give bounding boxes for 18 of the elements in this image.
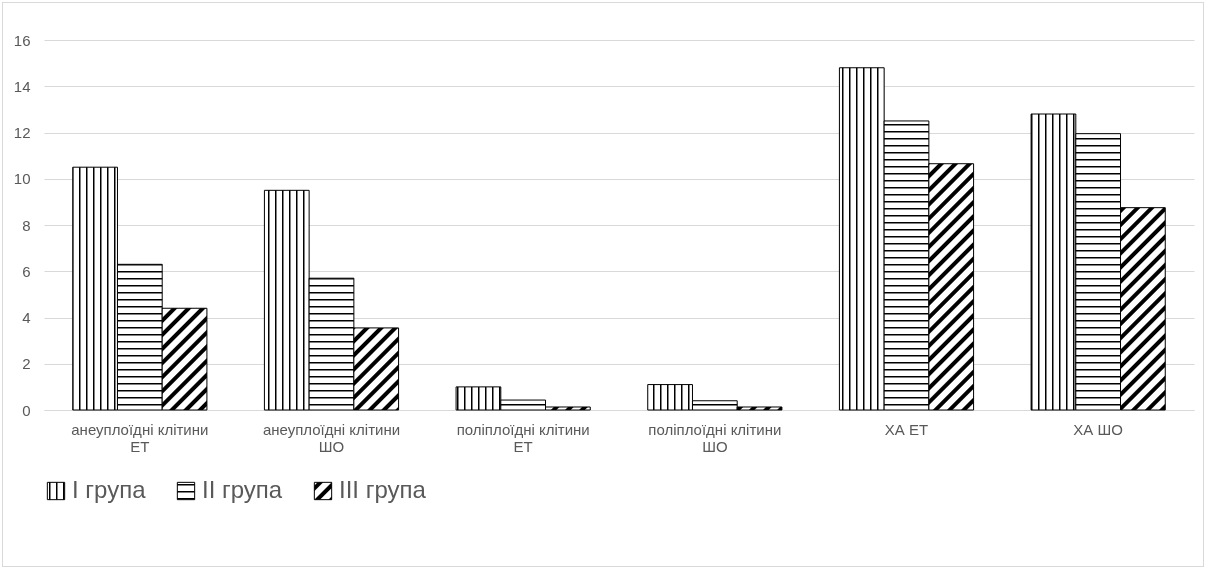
y-tick-label: 2 xyxy=(22,355,31,373)
legend-label: II група xyxy=(202,476,283,503)
x-tick-label: анеуплоїдні клітини ШО xyxy=(262,420,401,455)
x-tick-label: ХА ЕТ xyxy=(884,420,929,438)
y-tick-label: 4 xyxy=(22,309,31,326)
x-tick-label: ХА ШО xyxy=(1073,420,1123,438)
y-tick-label: 8 xyxy=(22,216,31,234)
x-tick-label: поліплоїдні клітини ШО xyxy=(648,420,782,455)
y-tick-label: 0 xyxy=(22,401,31,419)
y-tick-label: 14 xyxy=(13,77,31,95)
legend-label: III група xyxy=(339,476,427,503)
x-tick-label: поліплоїдні клітини ЕТ xyxy=(456,420,590,455)
y-tick-label: 10 xyxy=(13,170,31,188)
y-tick-label: 16 xyxy=(13,31,31,49)
y-tick-label: 6 xyxy=(22,262,31,280)
legend-label: I група xyxy=(72,476,147,503)
x-tick-label: анеуплоїдні клітини ЕТ xyxy=(71,420,209,455)
y-tick-label: 12 xyxy=(13,124,31,141)
